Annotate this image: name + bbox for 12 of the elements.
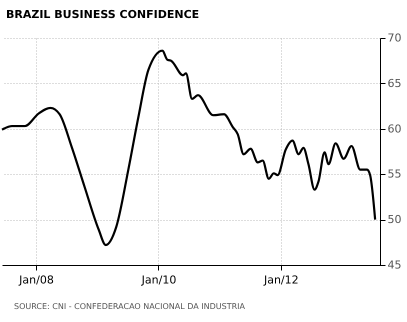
line-series xyxy=(0,50,376,246)
source-note: SOURCE: CNI - CONFEDERACAO NACIONAL DA INDUSTRIA xyxy=(14,302,246,311)
y-tick-label: 45 xyxy=(388,258,402,272)
x-tick-label: Jan/10 xyxy=(140,274,176,286)
x-tick-label: Jan/08 xyxy=(18,274,54,286)
y-tick-label: 50 xyxy=(388,213,402,226)
y-tick-label: 70 xyxy=(388,32,402,44)
chart-title: BRAZIL BUSINESS CONFIDENCE xyxy=(6,8,200,21)
y-tick-label: 55 xyxy=(388,168,402,181)
y-tick-label: 60 xyxy=(388,122,402,136)
x-tick-label: Jan/12 xyxy=(262,274,299,286)
y-tick-label: 65 xyxy=(388,76,402,90)
